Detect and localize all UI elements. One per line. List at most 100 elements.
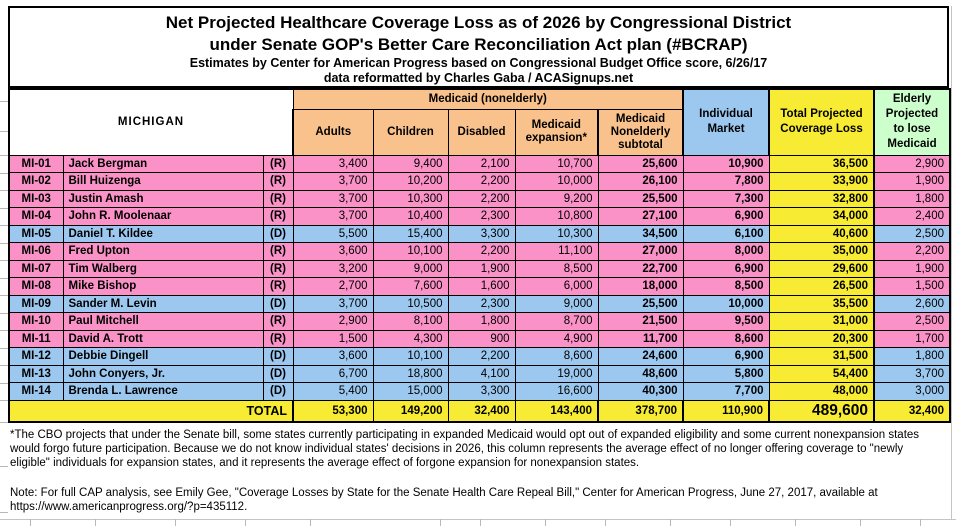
cell-children: 10,200	[372, 172, 449, 191]
cell-district: MI-04	[8, 207, 64, 226]
gridline-tick	[0, 348, 8, 349]
cell-total: 54,400	[768, 364, 875, 383]
cell-elderly: 2,900	[873, 154, 951, 173]
gridline-tick	[0, 313, 8, 314]
column-header-individual-market: Individual Market	[682, 88, 770, 156]
cell-total: 29,600	[768, 259, 875, 278]
column-header-disabled: Disabled	[447, 108, 516, 156]
cell-party: (R)	[262, 172, 294, 191]
cell-expansion: 11,100	[514, 242, 599, 261]
cell-adults: 3,600	[292, 347, 374, 366]
cell-adults: 6,700	[292, 364, 374, 383]
cell-disabled: 4,100	[447, 364, 516, 383]
cell-party: (D)	[262, 347, 294, 366]
gridline-tick	[175, 519, 176, 526]
cell-subtotal: 11,700	[597, 329, 684, 348]
cell-name: Daniel T. Kildee	[62, 224, 264, 243]
total-subtotal: 378,700	[597, 399, 684, 423]
cell-disabled: 3,300	[447, 382, 516, 401]
cell-expansion: 8,700	[514, 312, 599, 331]
cell-name: John R. Moolenaar	[62, 207, 264, 226]
cell-children: 18,800	[372, 364, 449, 383]
cell-children: 4,300	[372, 329, 449, 348]
cell-individual: 5,800	[682, 364, 770, 383]
cell-expansion: 10,000	[514, 172, 599, 191]
cell-children: 7,600	[372, 277, 449, 296]
table-row: MI-10 Paul Mitchell (R) 2,900 8,100 1,800 8,70…	[8, 312, 951, 331]
total-adults: 53,300	[292, 399, 374, 423]
cell-name: Bill Huizenga	[62, 172, 264, 191]
cell-elderly: 2,200	[873, 242, 951, 261]
cell-name: Paul Mitchell	[62, 312, 264, 331]
cell-adults: 3,400	[292, 154, 374, 173]
cell-name: Jack Bergman	[62, 154, 264, 173]
gridline-tick	[0, 208, 8, 209]
cell-party: (R)	[262, 277, 294, 296]
table-row: MI-08 Mike Bishop (R) 2,700 7,600 1,600 6,000 1…	[8, 277, 951, 296]
cell-elderly: 2,500	[873, 224, 951, 243]
cell-expansion: 9,200	[514, 189, 599, 208]
cell-adults: 5,500	[292, 224, 374, 243]
cell-children: 10,300	[372, 189, 449, 208]
cell-expansion: 10,300	[514, 224, 599, 243]
total-expansion: 143,400	[514, 399, 599, 423]
total-elderly: 32,400	[873, 399, 951, 423]
cell-children: 9,000	[372, 259, 449, 278]
cell-elderly: 3,700	[873, 364, 951, 383]
gridline-tick	[0, 466, 8, 467]
cell-subtotal: 21,500	[597, 312, 684, 331]
cell-district: MI-01	[8, 154, 64, 173]
table-row: MI-05 Daniel T. Kildee (D) 5,500 15,400 3,300…	[8, 224, 951, 243]
cell-subtotal: 27,100	[597, 207, 684, 226]
gridline-tick	[0, 512, 8, 513]
cell-disabled: 1,600	[447, 277, 516, 296]
cell-party: (R)	[262, 312, 294, 331]
gridline-tick	[0, 422, 8, 423]
gridline-tick	[0, 243, 8, 244]
cell-district: MI-12	[8, 347, 64, 366]
cell-total: 31,500	[768, 347, 875, 366]
cell-district: MI-07	[8, 259, 64, 278]
title-box: Net Projected Healthcare Coverage Loss a…	[8, 6, 949, 88]
cell-individual: 9,500	[682, 312, 770, 331]
total-grand: 489,600	[768, 399, 875, 423]
cell-elderly: 3,000	[873, 382, 951, 401]
cell-disabled: 1,800	[447, 312, 516, 331]
cell-disabled: 2,200	[447, 347, 516, 366]
cell-name: David A. Trott	[62, 329, 264, 348]
cell-individual: 7,700	[682, 382, 770, 401]
total-disabled: 32,400	[447, 399, 516, 423]
total-label: TOTAL	[8, 399, 294, 423]
cell-individual: 8,500	[682, 277, 770, 296]
cell-district: MI-11	[8, 329, 64, 348]
gridline-tick	[860, 519, 861, 526]
spreadsheet-gridline	[0, 519, 956, 520]
gridline-tick	[95, 519, 96, 526]
table-body: MI-01 Jack Bergman (R) 3,400 9,400 2,100 10,70…	[8, 154, 951, 401]
gridline-tick	[0, 190, 8, 191]
cell-adults: 3,600	[292, 242, 374, 261]
cell-district: MI-14	[8, 382, 64, 401]
cell-district: MI-03	[8, 189, 64, 208]
cell-subtotal: 25,600	[597, 154, 684, 173]
cell-children: 15,400	[372, 224, 449, 243]
gridline-tick	[0, 383, 8, 384]
cell-expansion: 8,500	[514, 259, 599, 278]
cell-subtotal: 26,100	[597, 172, 684, 191]
cell-children: 9,400	[372, 154, 449, 173]
gridline-tick	[920, 519, 921, 526]
cell-expansion: 4,900	[514, 329, 599, 348]
cell-district: MI-05	[8, 224, 64, 243]
gridline-tick	[0, 155, 8, 156]
total-individual: 110,900	[682, 399, 770, 423]
cell-individual: 8,600	[682, 329, 770, 348]
cell-name: Debbie Dingell	[62, 347, 264, 366]
table-row: MI-13 John Conyers, Jr. (D) 6,700 18,800 4,10…	[8, 364, 951, 383]
gridline-tick	[0, 131, 8, 132]
gridline-tick	[30, 519, 31, 526]
gridline-tick	[605, 519, 606, 526]
cell-expansion: 10,700	[514, 154, 599, 173]
gridline-tick	[0, 330, 8, 331]
cell-elderly: 1,900	[873, 172, 951, 191]
cell-party: (R)	[262, 242, 294, 261]
